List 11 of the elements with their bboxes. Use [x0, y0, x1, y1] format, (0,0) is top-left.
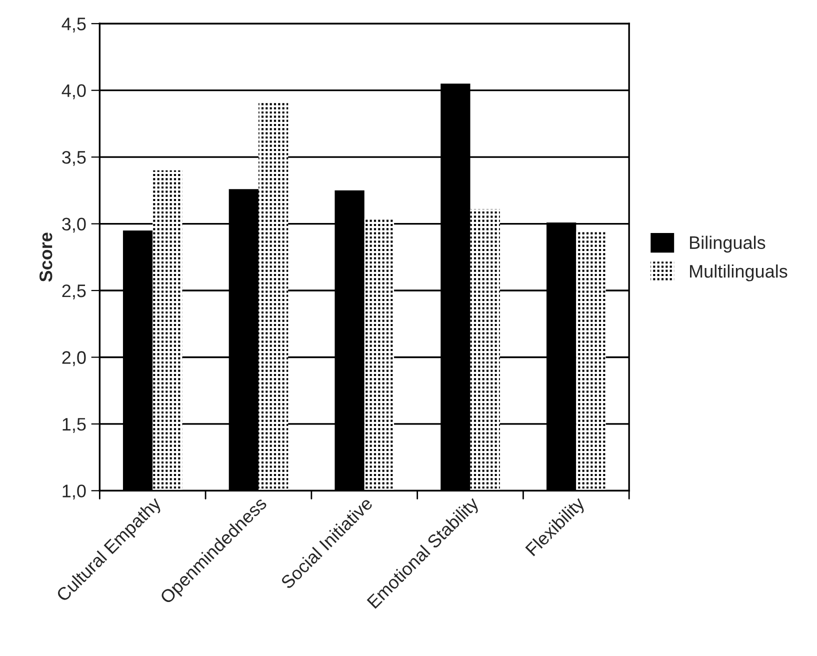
y-tick-label: 3,0	[62, 218, 86, 233]
y-tick-label: 4,0	[62, 84, 86, 100]
y-tick-label: 2,5	[62, 284, 86, 300]
y-tick-label: 1,5	[62, 418, 86, 433]
legend-label: Bilinguals	[690, 236, 766, 253]
y-tick-label: 3,5	[62, 151, 86, 166]
y-tick-label: 4,5	[62, 18, 86, 32]
y-tick-label: 1,0	[62, 484, 86, 500]
y-axis-title: Score	[39, 232, 52, 282]
y-tick-label: 2,0	[62, 351, 86, 366]
legend-label: Multilinguals	[690, 264, 788, 282]
